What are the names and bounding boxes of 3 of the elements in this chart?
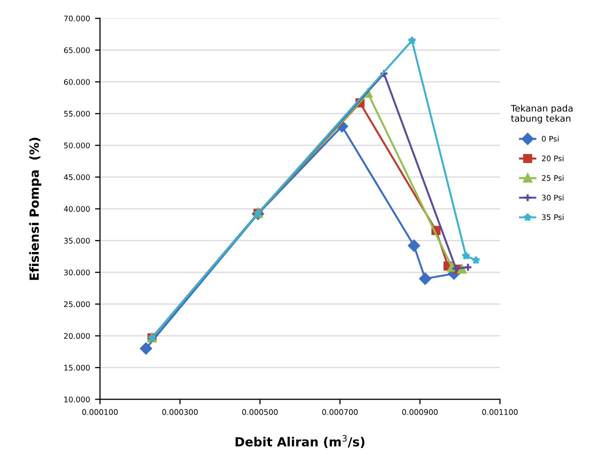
x-axis-title: Debit Aliran (m$^{3}$/s) [236,435,364,448]
y-axis-title: Efisiensi Pompa (%) [29,138,42,280]
legend-title: Tekanan pada tabung tekan [510,104,573,124]
